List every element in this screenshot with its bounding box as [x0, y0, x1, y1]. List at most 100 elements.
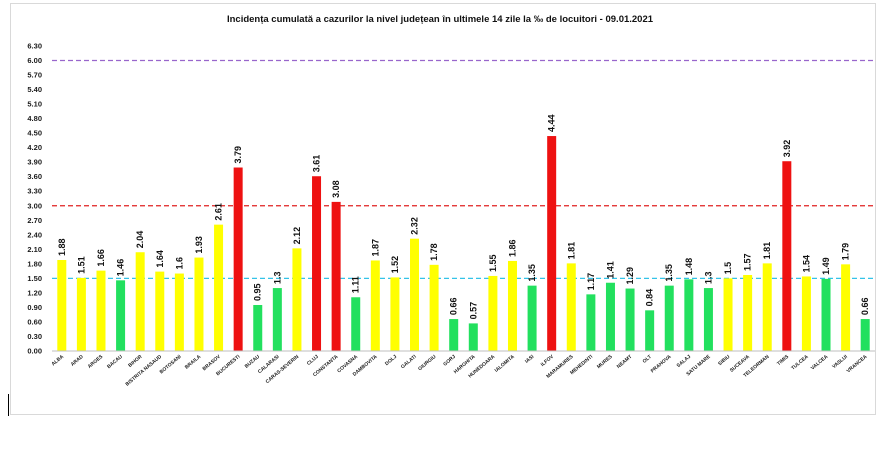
- value-label: 1.46: [116, 259, 126, 277]
- category-label: IALOMITA: [494, 354, 516, 374]
- category-label: PRAHOVA: [650, 354, 673, 375]
- value-label: 3.08: [331, 180, 341, 198]
- y-tick-label: 2.40: [27, 230, 42, 239]
- category-label: GALATI: [400, 354, 418, 371]
- category-label: SALAJ: [676, 354, 693, 369]
- value-label: 0.66: [860, 298, 870, 316]
- bar: [370, 260, 380, 351]
- category-label: BUZAU: [244, 354, 262, 370]
- value-label: 1.86: [507, 239, 517, 257]
- category-label: OLT: [642, 354, 653, 365]
- value-label: 1.17: [586, 273, 596, 291]
- value-label: 1.35: [664, 264, 674, 282]
- value-labels: 1.88 1.51 1.66 1.46 2.04 1.64 1.6 1.93 2.61 3.79 0…: [57, 115, 870, 320]
- category-label: GIURGIU: [417, 354, 438, 373]
- value-label: 1.57: [743, 253, 753, 271]
- value-label: 0.84: [645, 289, 655, 307]
- value-label: 1.3: [703, 272, 713, 285]
- y-tick-label: 2.70: [27, 216, 42, 225]
- value-label: 1.78: [429, 243, 439, 261]
- bar: [801, 276, 811, 351]
- bar: [664, 285, 674, 351]
- bar: [449, 319, 459, 351]
- category-label: TIMIS: [776, 354, 791, 368]
- category-label: BIHOR: [127, 354, 143, 369]
- bar: [703, 288, 713, 351]
- value-label: 1.41: [605, 261, 615, 279]
- y-tick-label: 4.50: [27, 129, 42, 138]
- bar: [292, 248, 302, 351]
- bar: [684, 279, 694, 351]
- category-label: TULCEA: [790, 354, 810, 372]
- bar: [821, 278, 831, 351]
- value-label: 0.57: [468, 302, 478, 320]
- y-tick-label: 6.30: [27, 42, 42, 51]
- bar: [135, 252, 145, 351]
- value-label: 1.48: [684, 258, 694, 276]
- y-tick-label: 0.30: [27, 332, 42, 341]
- bar: [507, 260, 517, 351]
- category-label: BRAILA: [184, 354, 203, 371]
- bar: [233, 167, 243, 351]
- category-label: VASLUI: [831, 354, 849, 371]
- bar: [410, 238, 420, 351]
- category-label: NEAMT: [616, 354, 633, 370]
- category-label: ARAD: [70, 354, 85, 368]
- value-label: 2.12: [292, 227, 302, 245]
- bar: [351, 297, 361, 351]
- value-label: 1.87: [370, 239, 380, 257]
- category-label: GORJ: [442, 354, 457, 368]
- y-tick-label: 5.10: [27, 100, 42, 109]
- y-tick-label: 5.70: [27, 71, 42, 80]
- y-axis: 0.00 0.30 0.60 0.90 1.20 1.50 1.80 2.10 2.40 2.70…: [27, 42, 42, 356]
- y-tick-label: 3.00: [27, 201, 42, 210]
- value-label: 1.49: [821, 257, 831, 275]
- bar: [723, 278, 733, 351]
- bar: [605, 282, 615, 351]
- y-tick-label: 4.20: [27, 143, 42, 152]
- bar: [76, 277, 86, 351]
- bar: [841, 264, 851, 351]
- bar: [312, 176, 322, 351]
- category-label: ILFOV: [540, 354, 556, 368]
- y-tick-label: 1.50: [27, 274, 42, 283]
- bar: [331, 201, 341, 351]
- value-label: 1.54: [801, 255, 811, 273]
- value-label: 1.64: [155, 250, 165, 268]
- bar: [527, 285, 537, 351]
- value-label: 1.29: [625, 267, 635, 285]
- bar: [586, 294, 596, 351]
- value-label: 2.04: [135, 231, 145, 249]
- bar: [214, 224, 224, 351]
- value-label: 4.44: [547, 115, 557, 133]
- value-label: 1.35: [527, 264, 537, 282]
- y-tick-label: 0.60: [27, 317, 42, 326]
- y-tick-label: 3.60: [27, 172, 42, 181]
- value-label: 1.55: [488, 254, 498, 272]
- y-tick-label: 5.40: [27, 85, 42, 94]
- bar: [390, 277, 400, 351]
- bar: [782, 161, 792, 351]
- y-tick-label: 2.10: [27, 245, 42, 254]
- value-label: 1.6: [174, 257, 184, 270]
- value-label: 2.61: [214, 203, 224, 221]
- y-tick-label: 1.20: [27, 288, 42, 297]
- bar: [174, 273, 184, 351]
- edge-mark: [8, 394, 9, 416]
- value-label: 1.93: [194, 236, 204, 254]
- value-label: 1.5: [723, 262, 733, 275]
- value-label: 1.66: [96, 249, 106, 267]
- bar: [57, 259, 67, 351]
- bar: [272, 288, 282, 351]
- value-label: 1.79: [841, 243, 851, 261]
- category-label: VALCEA: [810, 354, 830, 372]
- category-label: VRANCEA: [846, 354, 869, 375]
- bars: [57, 136, 870, 351]
- bar: [155, 271, 165, 351]
- category-label: SIBIU: [717, 354, 731, 367]
- value-label: 1.81: [566, 242, 576, 260]
- category-label: BACAU: [106, 354, 124, 370]
- y-tick-label: 1.80: [27, 259, 42, 268]
